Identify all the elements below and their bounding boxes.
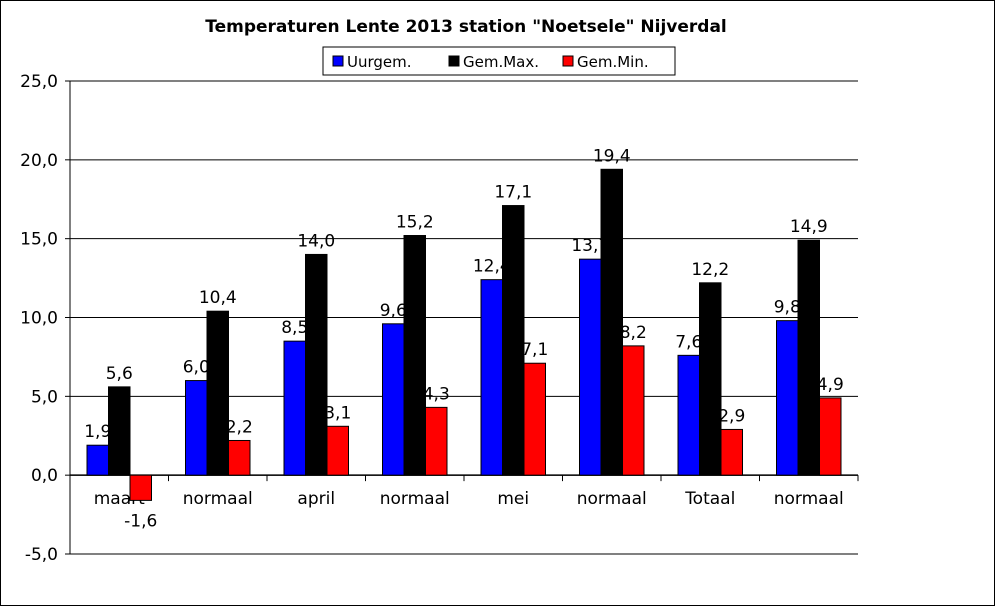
data-label: 4,3 [423, 384, 450, 404]
bar-gemmin [622, 345, 645, 476]
data-label: 14,0 [297, 231, 335, 251]
y-tick-label: -5,0 [25, 545, 58, 565]
x-tick-label: normaal [577, 489, 647, 509]
y-tick-label: 25,0 [20, 72, 58, 92]
data-label: 2,9 [718, 406, 745, 426]
x-tick-label: Totaal [684, 489, 735, 509]
data-label: 10,4 [199, 288, 237, 308]
data-label: 12,4 [473, 257, 511, 277]
y-tick-label: 0,0 [31, 466, 58, 486]
bar-uurgem [677, 354, 700, 476]
y-tick-label: 5,0 [31, 387, 58, 407]
legend-label: Gem.Max. [463, 53, 539, 71]
bar-gemmin [228, 439, 251, 476]
data-label: 7,1 [521, 340, 548, 360]
data-label: 13,7 [571, 236, 609, 256]
bar-gemmax [108, 386, 131, 476]
data-label: 3,1 [324, 403, 351, 423]
bar-uurgem [283, 340, 306, 476]
bar-gemmax [600, 168, 623, 476]
data-label: -1,6 [124, 511, 157, 531]
bar-gemmin [326, 425, 349, 476]
chart-title: Temperaturen Lente 2013 station "Noetsel… [205, 17, 727, 37]
y-tick-label: 20,0 [20, 151, 58, 171]
bar-gemmin [819, 397, 842, 476]
data-label: 9,6 [380, 301, 407, 321]
data-label: 4,9 [817, 375, 844, 395]
bar-uurgem [86, 444, 109, 476]
x-tick-label: normaal [183, 489, 253, 509]
data-label: 12,2 [691, 260, 729, 280]
bar-gemmax [502, 205, 525, 476]
bar-gemmin [129, 474, 152, 501]
x-tick-label: normaal [774, 489, 844, 509]
bar-uurgem [776, 320, 799, 476]
x-tick-label: normaal [380, 489, 450, 509]
x-tick-label: mei [497, 489, 529, 509]
legend-swatch [332, 55, 344, 67]
bar-gemmin [720, 428, 743, 476]
bar-gemmax [305, 253, 328, 476]
legend-box [322, 46, 676, 76]
bar-uurgem [185, 380, 208, 476]
data-label: 14,9 [790, 217, 828, 237]
legend-label: Uurgem. [347, 53, 412, 71]
data-label: 17,1 [494, 183, 532, 203]
bar-gemmax [206, 310, 229, 476]
data-label: 6,0 [183, 358, 210, 378]
bar-gemmin [523, 362, 546, 476]
legend-label: Gem.Min. [577, 53, 649, 71]
bar-gemmax [797, 239, 820, 476]
bar-gemmin [425, 406, 448, 476]
legend-swatch [562, 55, 574, 67]
bar-gemmax [699, 282, 722, 476]
x-tick-label: april [297, 489, 335, 509]
bar-uurgem [382, 323, 405, 476]
data-label: 8,2 [620, 323, 647, 343]
data-label: 19,4 [593, 146, 631, 166]
bar-gemmax [403, 235, 426, 476]
y-tick-label: 10,0 [20, 309, 58, 329]
bar-uurgem [480, 279, 503, 476]
data-label: 9,8 [774, 298, 801, 318]
data-label: 2,2 [226, 417, 253, 437]
bar-uurgem [579, 258, 602, 476]
data-label: 5,6 [106, 364, 133, 384]
legend-swatch [448, 55, 460, 67]
y-tick-label: 15,0 [20, 230, 58, 250]
data-label: 8,5 [281, 318, 308, 338]
data-label: 7,6 [675, 332, 702, 352]
data-label: 15,2 [396, 213, 434, 233]
data-label: 1,9 [84, 422, 111, 442]
